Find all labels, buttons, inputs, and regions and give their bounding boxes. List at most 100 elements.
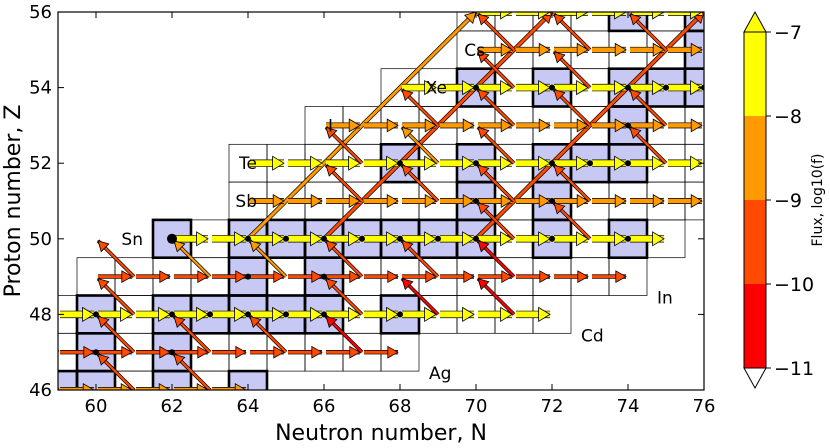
beta-decay-arrow-head	[629, 89, 642, 102]
neutron-capture-arrow-head	[386, 231, 399, 247]
stable-nuclide-dot	[473, 160, 479, 167]
neutron-capture-arrow-head	[310, 306, 323, 323]
stable-nuclide-dot	[169, 235, 175, 242]
stable-nuclide-dot	[207, 311, 213, 318]
neutron-capture-arrow-head	[348, 118, 361, 133]
neutron-capture-arrow-head	[500, 118, 513, 133]
beta-decay-arrow-head	[325, 278, 338, 291]
beta-decay-arrow-head	[553, 202, 566, 215]
colorbar-tick-label: −9	[774, 190, 802, 212]
stable-nuclide-dot	[473, 235, 479, 242]
beta-decay-arrow-head	[477, 278, 490, 291]
element-label: Sn	[121, 230, 143, 250]
stable-nuclide-dot	[93, 311, 99, 318]
beta-decay-arrow-head	[173, 353, 186, 366]
x-tick-label: 74	[617, 396, 640, 417]
neutron-capture-arrow-head	[576, 155, 589, 171]
stable-nuclide-dot	[549, 160, 555, 167]
nuclide-cell	[456, 12, 496, 32]
element-label: Sb	[235, 192, 257, 212]
neutron-capture-arrow-head	[538, 12, 551, 20]
neutron-capture-arrow-head	[463, 270, 475, 283]
beta-decay-arrow-head	[401, 164, 414, 177]
neutron-capture-arrow-head	[424, 306, 437, 323]
neutron-capture-arrow-head	[310, 231, 323, 247]
stable-nuclide-dot	[473, 198, 479, 204]
neutron-capture-arrow-head	[462, 155, 475, 171]
neutron-capture-arrow-head	[500, 12, 513, 20]
stable-nuclide-dot	[283, 311, 289, 318]
neutron-capture-arrow-head	[462, 194, 475, 208]
neutron-capture-arrow-head	[273, 345, 285, 359]
stable-nuclide-dot	[245, 273, 251, 280]
neutron-capture-arrow-head	[273, 270, 285, 283]
neutron-capture-arrow-head	[500, 231, 513, 247]
neutron-capture-arrow-head	[538, 118, 551, 133]
neutron-capture-arrow-head	[614, 155, 627, 171]
nuclide-cell	[494, 12, 534, 32]
y-axis-title: Proton number, Z	[1, 105, 26, 298]
colorbar-extend-bottom	[743, 367, 767, 390]
beta-decay-arrow-head	[477, 202, 490, 215]
stable-nuclide-dot	[625, 122, 631, 129]
colorbar-band	[744, 116, 766, 200]
neutron-capture-arrow-head	[310, 194, 323, 208]
stable-nuclide-dot	[549, 84, 555, 91]
stable-nuclide-dot	[245, 311, 251, 318]
colorbar: −11 −10 −9 −8 −7	[743, 10, 814, 390]
x-tick-label: 62	[161, 396, 184, 417]
x-tick-label: 72	[541, 396, 564, 417]
stable-nuclide-dot	[321, 273, 327, 280]
neutron-capture-arrow-head	[349, 345, 361, 359]
nuclide-cell	[570, 12, 610, 32]
neutron-capture-arrow-head	[614, 12, 627, 20]
neutron-capture-arrow-head	[197, 345, 209, 359]
neutron-capture-arrow-head	[690, 12, 703, 20]
x-tick-label: 66	[313, 396, 336, 417]
neutron-capture-arrow-head	[120, 306, 133, 323]
neutron-capture-arrow-head	[652, 118, 665, 133]
colorbar-tick-label: −10	[774, 274, 814, 296]
nuclide-cell	[532, 12, 572, 32]
beta-decay-arrow-head	[553, 13, 566, 26]
beta-decay-arrow-head	[22, 354, 33, 365]
beta-decay-arrow-head	[477, 51, 490, 64]
diagonal-flux-path	[246, 12, 478, 240]
element-labels: Cs Xe I Te Sb Sn In Cd Ag	[121, 41, 672, 384]
neutron-capture-arrow-head	[121, 270, 133, 283]
x-tick-label: 64	[237, 396, 260, 417]
beta-decay-arrow-head	[553, 51, 566, 64]
x-tick-label: 68	[389, 396, 412, 417]
stable-nuclide-dot	[283, 235, 289, 242]
neutron-capture-arrow-head	[272, 231, 285, 247]
stable-nuclide-border	[227, 369, 269, 390]
neutron-capture-arrow-head	[348, 306, 361, 323]
stable-nuclide-dot	[169, 349, 175, 356]
neutron-capture-arrow-head	[576, 194, 589, 208]
neutron-capture-arrow-head	[576, 79, 589, 96]
neutron-capture-arrow-head	[272, 194, 285, 208]
beta-decay-flux-layer	[22, 12, 668, 390]
y-tick-label: 54	[29, 78, 52, 99]
y-axis: 46 48 50 52 54 56	[29, 2, 704, 401]
neutron-capture-arrow-head	[538, 231, 551, 247]
neutron-capture-arrow-head	[159, 345, 171, 359]
x-tick-label: 60	[85, 396, 108, 417]
colorbar-title: Flux, log10(f)	[810, 153, 826, 246]
neutron-capture-arrow-head	[387, 270, 399, 283]
beta-decay-arrow-head	[629, 13, 642, 26]
neutron-capture-arrow-head	[121, 345, 133, 359]
beta-decay-arrow-head	[629, 126, 642, 139]
beta-decay-arrow-head	[97, 315, 110, 328]
y-tick-label: 50	[29, 229, 52, 250]
neutron-capture-arrow-head	[500, 194, 513, 208]
neutron-capture-arrow-head	[614, 118, 627, 133]
neutron-capture-arrow-head	[690, 155, 703, 171]
colorbar-tick-label: −8	[774, 106, 802, 128]
neutron-capture-arrow-head	[424, 79, 437, 96]
neutron-capture-arrow-head	[652, 42, 665, 57]
neutron-capture-arrow-head	[424, 194, 437, 208]
stable-nuclide-dot	[169, 311, 175, 318]
beta-decay-arrow-head	[97, 240, 110, 253]
